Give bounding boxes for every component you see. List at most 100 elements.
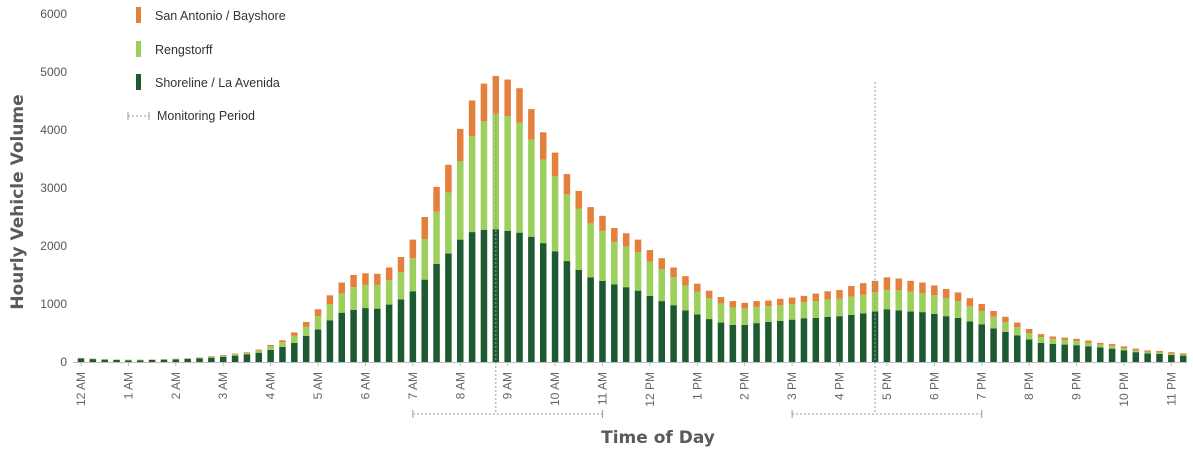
bar-segment-s2-i16 xyxy=(267,344,274,347)
y-tick-label-6: 6000 xyxy=(40,7,67,21)
bar-segment-s0-i50 xyxy=(670,305,677,362)
bar-segment-s1-i58 xyxy=(765,306,772,322)
legend-monitoring-period-marker xyxy=(127,112,150,120)
bar-segment-s2-i54 xyxy=(717,297,725,304)
bar-segment-s0-i60 xyxy=(788,319,796,362)
x-tick-label-18: 6 PM xyxy=(927,372,941,400)
x-tick-label-20: 8 PM xyxy=(1022,372,1036,400)
bar-segment-s0-i70 xyxy=(907,311,914,362)
bar-segment-s0-i15 xyxy=(255,352,263,362)
bar-segment-s1-i63 xyxy=(824,299,831,317)
bar-segment-s0-i52 xyxy=(694,314,701,362)
x-tick-label-2: 2 AM xyxy=(169,372,183,399)
x-tick-label-9: 9 AM xyxy=(501,372,515,399)
bar-segment-s0-i61 xyxy=(800,318,808,362)
bar-segment-s1-i18 xyxy=(291,335,298,343)
bar-segment-s0-i29 xyxy=(421,279,428,362)
bar-segment-s1-i48 xyxy=(646,261,654,296)
legend-label-rengstorff: Rengstorff xyxy=(155,43,213,57)
bar-segment-s1-i31 xyxy=(445,192,452,254)
x-tick-label-8: 8 AM xyxy=(453,372,467,399)
bar-segment-s1-i53 xyxy=(705,298,713,320)
bar-segment-s2-i72 xyxy=(931,285,938,296)
bar-segment-s0-i47 xyxy=(634,290,642,362)
x-tick-label-0: 12 AM xyxy=(74,372,88,406)
legend-label-shoreline: Shoreline / La Avenida xyxy=(155,76,280,90)
y-axis-ticks: 0 1000 2000 3000 4000 5000 6000 xyxy=(40,7,67,369)
x-tick-label-17: 5 PM xyxy=(880,372,894,400)
bar-segment-s1-i37 xyxy=(516,122,523,233)
bar-segment-s0-i32 xyxy=(456,239,464,362)
bar-segment-s0-i79 xyxy=(1014,335,1021,362)
bar-segment-s2-i38 xyxy=(528,109,535,140)
bar-segment-s2-i39 xyxy=(539,132,547,160)
bar-segment-s0-i46 xyxy=(622,287,630,362)
bar-segment-s2-i13 xyxy=(231,353,239,355)
bar-segment-s1-i92 xyxy=(1168,353,1175,356)
bar-segment-s2-i14 xyxy=(243,352,251,353)
bar-segment-s1-i11 xyxy=(208,356,215,358)
y-tick-label-1: 1000 xyxy=(40,297,67,311)
x-tick-label-1: 1 AM xyxy=(121,372,135,399)
bar-segment-s2-i32 xyxy=(456,128,464,162)
bar-segment-s1-i84 xyxy=(1073,341,1080,346)
bar-segment-s1-i19 xyxy=(302,326,310,336)
bar-segment-s0-i31 xyxy=(445,253,452,362)
legend-label-san-antonio: San Antonio / Bayshore xyxy=(155,9,286,23)
bar-segment-s0-i64 xyxy=(836,316,843,362)
bar-segment-s0-i73 xyxy=(942,316,950,362)
bar-segment-s1-i33 xyxy=(468,136,476,233)
bars-group xyxy=(77,76,1187,362)
bar-segment-s2-i57 xyxy=(753,301,760,307)
bar-segment-s0-i10 xyxy=(196,358,203,362)
bar-segment-s2-i86 xyxy=(1096,342,1104,345)
x-tick-label-13: 1 PM xyxy=(690,372,704,400)
bar-segment-s1-i77 xyxy=(990,316,997,329)
bar-segment-s1-i21 xyxy=(326,304,334,321)
bar-segment-s2-i34 xyxy=(480,83,488,122)
bar-segment-s0-i14 xyxy=(243,354,251,362)
bar-segment-s2-i31 xyxy=(445,164,452,193)
x-axis-title: Time of Day xyxy=(601,428,715,448)
bar-segment-s2-i85 xyxy=(1085,340,1092,343)
bar-segment-s2-i29 xyxy=(421,217,428,240)
bar-segment-s0-i38 xyxy=(528,236,535,362)
bar-segment-s2-i84 xyxy=(1073,338,1080,342)
bar-segment-s1-i28 xyxy=(409,258,417,292)
bar-segment-s0-i51 xyxy=(682,310,689,362)
bar-segment-s0-i40 xyxy=(551,251,559,362)
bar-segment-s0-i76 xyxy=(978,324,985,362)
bar-segment-s0-i89 xyxy=(1132,352,1140,362)
bar-segment-s2-i20 xyxy=(314,309,322,317)
bar-segment-s1-i73 xyxy=(942,298,950,317)
bar-segment-s1-i16 xyxy=(267,346,274,350)
x-tick-label-16: 4 PM xyxy=(833,372,847,400)
bar-segment-s1-i50 xyxy=(670,277,677,306)
legend: San Antonio / Bayshore Rengstorff Shorel… xyxy=(127,7,286,123)
y-axis-title: Hourly Vehicle Volume xyxy=(8,94,28,309)
x-tick-label-22: 10 PM xyxy=(1117,372,1131,407)
x-tick-label-11: 11 AM xyxy=(596,372,610,405)
bar-segment-s0-i2 xyxy=(101,359,108,362)
bar-segment-s2-i21 xyxy=(326,295,334,304)
bar-segment-s0-i69 xyxy=(895,310,903,362)
bar-segment-s1-i40 xyxy=(551,176,559,252)
bar-segment-s0-i72 xyxy=(931,313,938,362)
bar-segment-s0-i13 xyxy=(231,355,239,362)
bar-segment-s2-i37 xyxy=(516,88,523,123)
bar-segment-s2-i47 xyxy=(634,239,642,253)
x-axis-ticks: 12 AM 1 AM 2 AM 3 AM 4 AM 5 AM 6 AM 7 AM 8 AM 9 A… xyxy=(74,362,1178,407)
bar-segment-s2-i51 xyxy=(682,276,689,286)
bar-segment-s1-i65 xyxy=(848,296,855,316)
bar-segment-s2-i43 xyxy=(587,207,594,224)
bar-segment-s2-i42 xyxy=(575,190,583,209)
bar-segment-s0-i6 xyxy=(148,359,156,362)
bar-segment-s2-i53 xyxy=(705,290,713,299)
bar-segment-s0-i44 xyxy=(599,280,606,362)
bar-segment-s1-i20 xyxy=(314,316,322,330)
bar-segment-s0-i85 xyxy=(1085,346,1092,362)
bar-segment-s0-i8 xyxy=(172,359,180,362)
bar-segment-s1-i41 xyxy=(563,194,571,262)
x-tick-label-4: 4 AM xyxy=(264,372,278,399)
